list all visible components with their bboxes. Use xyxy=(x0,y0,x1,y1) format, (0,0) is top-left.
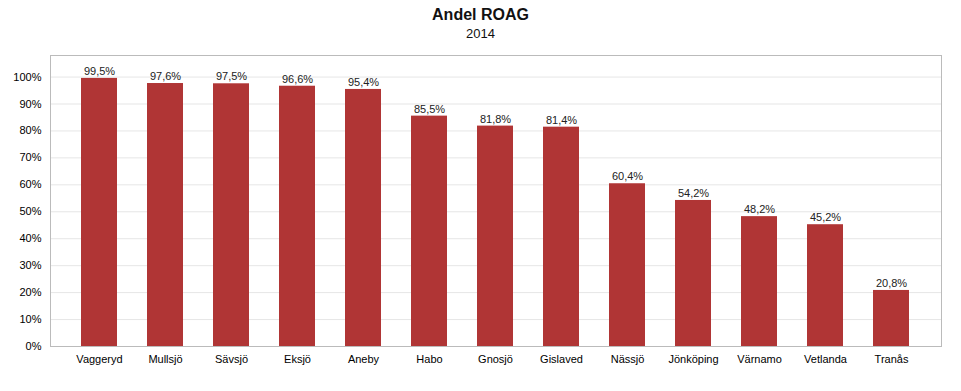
svg-text:48,2%: 48,2% xyxy=(744,203,775,215)
svg-text:30%: 30% xyxy=(19,259,41,271)
svg-text:54,2%: 54,2% xyxy=(678,187,709,199)
svg-text:40%: 40% xyxy=(19,232,41,244)
svg-text:99,5%: 99,5% xyxy=(84,65,115,77)
svg-text:81,4%: 81,4% xyxy=(546,114,577,126)
svg-text:80%: 80% xyxy=(19,124,41,136)
svg-text:Sävsjö: Sävsjö xyxy=(215,353,248,365)
svg-text:70%: 70% xyxy=(19,151,41,163)
svg-text:96,6%: 96,6% xyxy=(282,73,313,85)
svg-text:50%: 50% xyxy=(19,205,41,217)
svg-text:Jönköping: Jönköping xyxy=(668,353,718,365)
svg-text:60%: 60% xyxy=(19,178,41,190)
svg-text:97,5%: 97,5% xyxy=(216,70,247,82)
svg-text:Tranås: Tranås xyxy=(875,353,909,365)
svg-text:Nässjö: Nässjö xyxy=(611,353,645,365)
svg-text:Habo: Habo xyxy=(416,353,442,365)
svg-text:Aneby: Aneby xyxy=(348,353,380,365)
svg-text:85,5%: 85,5% xyxy=(414,103,445,115)
svg-text:90%: 90% xyxy=(19,98,41,110)
svg-text:20%: 20% xyxy=(19,286,41,298)
svg-text:Vaggeryd: Vaggeryd xyxy=(76,353,122,365)
svg-text:97,6%: 97,6% xyxy=(150,70,181,82)
svg-text:Gnosjö: Gnosjö xyxy=(478,353,513,365)
svg-text:81,8%: 81,8% xyxy=(480,113,511,125)
svg-text:Eksjö: Eksjö xyxy=(284,353,311,365)
svg-text:10%: 10% xyxy=(19,313,41,325)
svg-text:45,2%: 45,2% xyxy=(810,211,841,223)
html-text:2014: 2014 xyxy=(466,26,495,41)
svg-text:95,4%: 95,4% xyxy=(348,76,379,88)
svg-text:20,8%: 20,8% xyxy=(876,277,907,289)
svg-text:Mullsjö: Mullsjö xyxy=(148,353,182,365)
svg-text:0%: 0% xyxy=(26,340,42,352)
svg-text:60,4%: 60,4% xyxy=(612,170,643,182)
svg-text:Gislaved: Gislaved xyxy=(540,353,583,365)
svg-text:Vetlanda: Vetlanda xyxy=(804,353,848,365)
html-text:Andel ROAG: Andel ROAG xyxy=(432,6,529,23)
svg-text:Värnamo: Värnamo xyxy=(737,353,782,365)
svg-text:100%: 100% xyxy=(13,71,41,83)
